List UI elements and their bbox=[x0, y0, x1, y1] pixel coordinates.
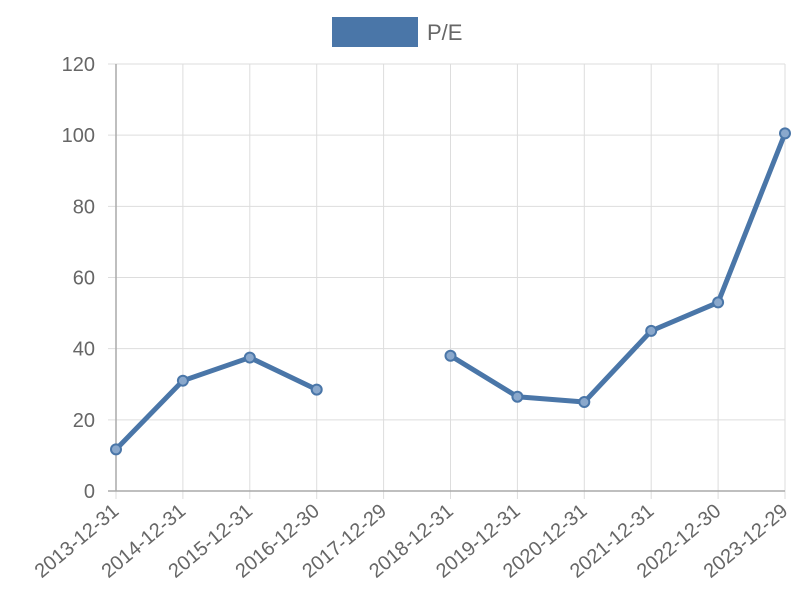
data-point bbox=[645, 324, 658, 337]
y-axis-ticks: 0 20 40 60 80 100 120 bbox=[62, 54, 95, 503]
data-point bbox=[310, 383, 323, 396]
data-point bbox=[779, 127, 791, 140]
y-tick-label: 20 bbox=[73, 410, 95, 432]
data-point bbox=[110, 443, 122, 456]
y-tick-label: 60 bbox=[73, 268, 95, 290]
data-point bbox=[712, 296, 725, 309]
data-point bbox=[511, 390, 524, 403]
data-point bbox=[578, 396, 591, 409]
y-tick-label: 0 bbox=[84, 481, 95, 503]
legend[interactable]: P/E bbox=[332, 17, 462, 47]
data-point bbox=[444, 349, 457, 362]
data-point bbox=[176, 374, 189, 387]
data-point bbox=[243, 351, 256, 364]
y-tick-label: 40 bbox=[73, 339, 95, 361]
x-axis-ticks: 2013-12-312014-12-312015-12-312016-12-30… bbox=[31, 500, 793, 583]
series-line bbox=[113, 355, 320, 452]
legend-swatch[interactable] bbox=[332, 17, 418, 47]
legend-label[interactable]: P/E bbox=[427, 20, 462, 45]
series-layer bbox=[110, 127, 791, 456]
series-line bbox=[448, 130, 788, 405]
y-tick-label: 80 bbox=[73, 196, 95, 218]
y-tick-label: 100 bbox=[62, 125, 95, 147]
grid-lines bbox=[108, 63, 786, 499]
y-tick-label: 120 bbox=[62, 54, 95, 76]
axes bbox=[108, 64, 785, 492]
